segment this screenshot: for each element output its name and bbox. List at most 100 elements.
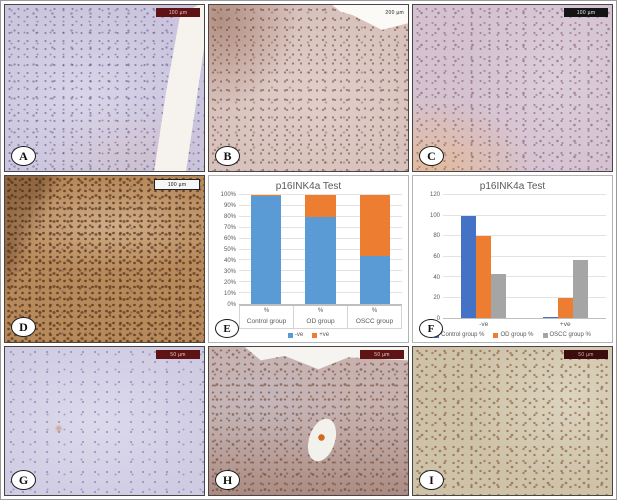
scale-bar-label: 100 µm — [576, 9, 596, 16]
bar — [572, 259, 588, 318]
panel-letter-badge: A — [11, 146, 36, 166]
bar-segment-+ve — [250, 195, 282, 197]
micrograph-panel-i: 50 µm I — [412, 346, 613, 496]
y-tick-label: 50% — [223, 247, 236, 253]
x-category-label: % OSCC group — [347, 306, 401, 328]
gridline — [443, 255, 606, 257]
gridline — [239, 194, 402, 195]
bar-category — [239, 195, 293, 304]
scale-bar-label: 100 µm — [168, 9, 188, 16]
gridline — [443, 276, 606, 277]
y-tick-label: 20 — [433, 295, 440, 302]
y-tick-label: 30% — [223, 269, 236, 275]
y-tick-label: 100 — [429, 212, 440, 219]
panel-letter: E — [223, 322, 231, 335]
panel-letter-badge: G — [11, 470, 36, 490]
panel-letter: A — [19, 148, 28, 163]
scale-bar: 100 µm — [154, 179, 200, 190]
x-category-label: -ve — [479, 321, 489, 328]
panel-letter-badge: I — [419, 470, 444, 490]
panel-letter: F — [427, 322, 435, 335]
y-tick-label: 80% — [223, 214, 236, 220]
bar-category — [525, 195, 607, 318]
panel-letter-badge: B — [215, 146, 240, 166]
legend-swatch — [312, 332, 318, 338]
gridline — [443, 235, 606, 236]
chart-plot-area: 0% 10% 20% 30% 40% 50% 60% 70% 80% 90% 100% — [215, 192, 402, 308]
y-tick-label: 60 — [433, 254, 440, 260]
bar — [557, 297, 573, 318]
y-axis: 0 20 40 60 80 100 120 — [419, 192, 443, 322]
bar — [476, 236, 492, 318]
panel-letter-badge: H — [215, 470, 240, 490]
chart-title: p16INK4a Test — [479, 181, 546, 192]
chart-legend: -ve +ve — [215, 329, 402, 340]
gridline — [443, 194, 606, 195]
plot-region — [443, 194, 607, 319]
bar-segment-+ve — [305, 195, 336, 217]
x-category-label: +ve — [559, 321, 571, 328]
scale-bar-label: 200 µm — [385, 9, 404, 16]
bar-category — [348, 195, 402, 304]
y-tick-label: 80 — [433, 233, 440, 240]
scale-bar: 50 µm — [564, 350, 608, 359]
bar-segment--ve — [305, 216, 336, 304]
bar-segment--ve — [359, 256, 391, 304]
bar-category — [293, 195, 347, 304]
y-tick-label: 40% — [223, 258, 236, 264]
panel-letter: G — [18, 472, 29, 487]
legend-item: +ve — [312, 332, 329, 338]
x-axis: -ve +ve — [443, 319, 606, 329]
micrograph-panel-g: 50 µm G — [4, 346, 205, 496]
scale-bar-label: 50 µm — [374, 351, 390, 358]
bar-segment--ve — [250, 196, 282, 304]
chart-legend: Control group % OD group % OSCC group % — [419, 329, 606, 340]
panel-letter: D — [19, 319, 28, 334]
y-tick-label: 10% — [223, 291, 236, 297]
legend-item: -ve — [287, 332, 303, 338]
bar-segment-+ve — [359, 195, 391, 257]
x-category-label: % OD group — [293, 306, 347, 328]
legend-item: Control group % — [434, 332, 484, 338]
bar-category — [443, 195, 525, 318]
micrograph-panel-a: 100 µm A — [4, 4, 205, 172]
y-tick-label: 90% — [223, 203, 236, 209]
panel-letter-badge: D — [11, 317, 36, 337]
micrograph-panel-c: 100 µm C — [412, 4, 613, 172]
y-tick-label: 40 — [433, 274, 440, 281]
legend-swatch — [493, 332, 499, 338]
gridline — [443, 214, 606, 216]
micrograph-panel-b: 200 µm B — [208, 4, 409, 172]
scale-bar-label: 100 µm — [167, 181, 187, 188]
bar — [461, 215, 477, 318]
x-category-label: % Control group — [246, 308, 287, 325]
legend-item: OD group % — [493, 332, 534, 338]
panel-letter: C — [427, 148, 436, 163]
scale-bar: 100 µm — [156, 8, 200, 17]
bar — [491, 273, 507, 318]
chart-title: p16INK4a Test — [275, 181, 342, 192]
scale-bar-label: 50 µm — [170, 351, 186, 358]
scale-bar: 100 µm — [564, 8, 608, 17]
panel-letter-badge: E — [215, 319, 239, 338]
legend-swatch — [542, 332, 548, 338]
scale-bar-label: 50 µm — [578, 351, 594, 358]
gridline — [443, 296, 606, 298]
panel-letter-badge: C — [419, 146, 444, 166]
y-tick-label: 70% — [223, 225, 236, 231]
panel-letter-badge: F — [419, 319, 443, 338]
y-tick-label: 20% — [223, 280, 236, 286]
panel-letter: H — [222, 472, 233, 487]
micrograph-panel-h: 50 µm H — [208, 346, 409, 496]
scale-bar: 50 µm — [360, 350, 404, 359]
panel-letter: B — [223, 148, 232, 163]
x-axis: % Control group % OD group% OSCC group — [239, 305, 402, 329]
chart-panel-f: p16INK4a Test 0 20 40 60 80 100 120 -ve +ve Con… — [412, 175, 613, 343]
legend-swatch — [287, 332, 293, 338]
micrograph-panel-d: 100 µm D — [4, 175, 205, 343]
y-tick-label: 0 — [436, 316, 440, 322]
plot-region — [239, 194, 402, 305]
y-axis: 0% 10% 20% 30% 40% 50% 60% 70% 80% 90% 100% — [215, 192, 239, 308]
legend-item: OSCC group % — [542, 332, 591, 338]
